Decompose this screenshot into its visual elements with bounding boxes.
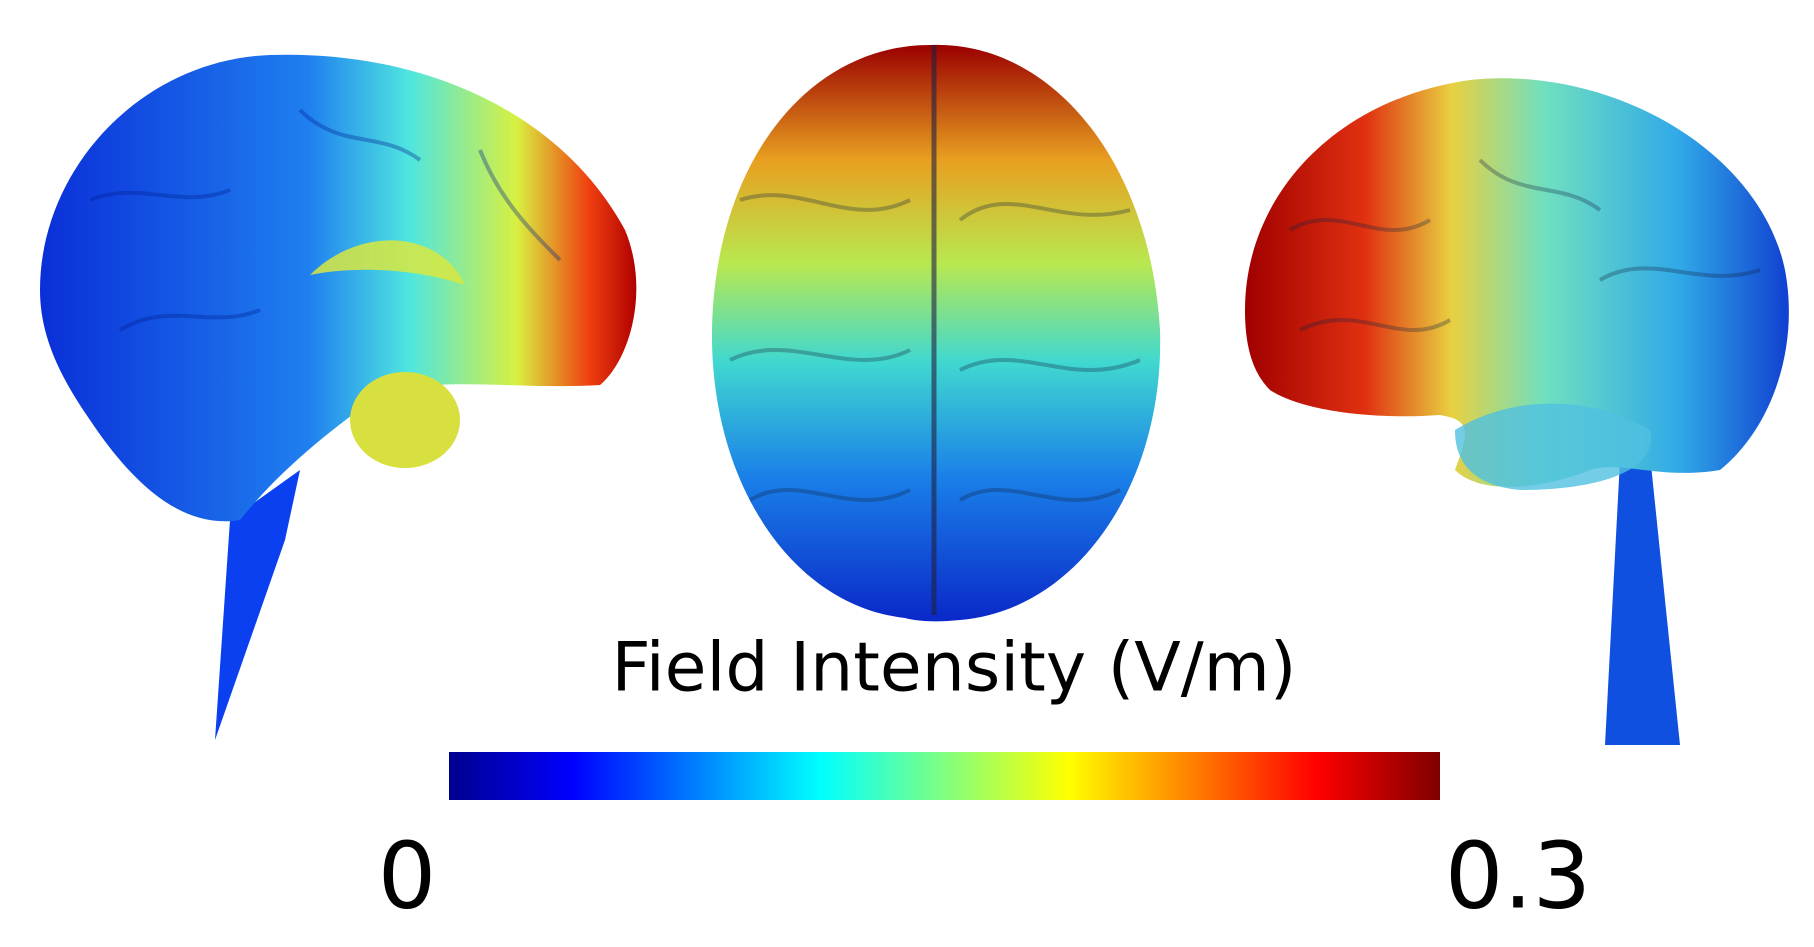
colorbar-min-label: 0 xyxy=(378,822,437,929)
brain-top xyxy=(711,44,1161,622)
brain-lateral xyxy=(1245,78,1789,745)
colorbar-max-label: 0.3 xyxy=(1445,822,1591,929)
brain-sagittal xyxy=(40,54,637,740)
colorbar-title: Field Intensity (V/m) xyxy=(612,629,1297,708)
colorbar xyxy=(449,752,1440,800)
